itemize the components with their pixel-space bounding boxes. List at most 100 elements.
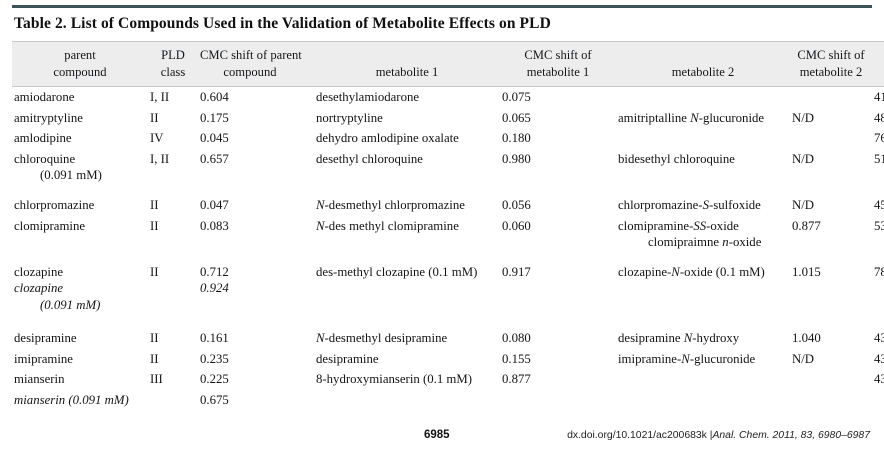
- italic-locant: n: [722, 235, 729, 250]
- table-row: amitryptyline II 0.175 nortryptyline 0.065 am…: [12, 108, 884, 129]
- cell-metabolite-2: [616, 390, 790, 411]
- metabolite-2-name: clomipramine-SS-oxide: [618, 218, 739, 233]
- cell-parent-compound: amiodarone: [12, 87, 148, 108]
- cell-cmc-shift-parent: 0.225: [198, 369, 314, 390]
- cmc-shift-parent-value: 0.225: [200, 372, 229, 387]
- col-header-cmc-shift-metabolite-1-line1: CMC shift of: [524, 48, 592, 62]
- cell-cmc-shift-parent: 0.045: [198, 128, 314, 149]
- cell-metabolite-1: [314, 390, 500, 411]
- italic-locant: SS: [693, 218, 707, 233]
- col-header-cmc-shift-parent-line2: compound: [223, 64, 277, 79]
- cell-cmc-shift-metabolite-1: 0.180: [502, 131, 531, 146]
- col-header-parent-compound-line2: compound: [53, 64, 107, 79]
- cell-cmc-shift-parent: 0.712 0.924: [198, 262, 314, 315]
- cell-refs: 41,42: [874, 90, 884, 105]
- doi-url: dx.doi.org/10.1021/ac200683k |: [567, 430, 713, 441]
- metabolite-2-name: imipramine-N-glucuronide: [618, 351, 756, 366]
- cell-cmc-shift-metabolite-1: 0.155: [502, 351, 531, 366]
- top-rule: [12, 5, 872, 8]
- cell-metabolite-1: desethyl chloroquine: [316, 152, 423, 166]
- parent-compound-name: clomipramine: [14, 218, 86, 233]
- col-header-cmc-shift-parent-line1: CMC shift of parent: [200, 48, 302, 62]
- cell-metabolite-1: des-methyl clozapine (0.1 mM): [316, 264, 478, 279]
- cell-cmc-shift-parent: 0.175: [198, 108, 314, 129]
- cell-cmc-shift-metabolite-2: N/D: [792, 152, 815, 166]
- table-row: clozapine clozapine (0.091 mM) II 0.712 0.924…: [12, 262, 884, 315]
- parent-compound-name: amlodipine: [14, 131, 72, 146]
- col-header-cmc-shift-metabolite-1: CMC shift of metabolite 1: [500, 40, 616, 88]
- cell-cmc-shift-metabolite-1: 0.056: [502, 198, 531, 213]
- cell-metabolite-2: amitriptalline N-glucuronide: [616, 108, 790, 129]
- italic-locant: N: [671, 264, 680, 279]
- compounds-table: parent compound PLD class CMC shift of p…: [12, 40, 884, 411]
- row-spacer-cell: [12, 315, 884, 328]
- cmc-shift-parent-value: 0.712: [200, 264, 229, 279]
- table-row: amiodarone I, II 0.604 desethylamiodarone 0.…: [12, 87, 884, 108]
- col-header-cmc-shift-parent: CMC shift of parent compound: [198, 40, 314, 88]
- parent-compound-name: chlorpromazine: [14, 198, 95, 213]
- cell-pld-class: [148, 390, 198, 411]
- cell-refs: 48‒50: [874, 110, 884, 125]
- table-row: mianserin (0.091 mM) 0.675: [12, 390, 884, 411]
- metabolite-2-name: chlorpromazine-S-sulfoxide: [618, 198, 761, 213]
- cell-cmc-shift-metabolite-2: 1.040: [792, 331, 821, 346]
- cell-cmc-shift-metabolite-1: 0.075: [502, 90, 531, 105]
- italic-locant: S: [702, 198, 709, 213]
- italic-locant: N: [683, 331, 693, 346]
- cell-cmc-shift-parent: 0.675: [198, 390, 314, 411]
- cell-metabolite-1: dehydro amlodipine oxalate: [316, 131, 459, 146]
- cell-cmc-shift-metabolite-1: 0.060: [502, 218, 531, 233]
- cell-cmc-shift-metabolite-1: 0.980: [502, 152, 531, 166]
- metabolite-2-subname: clomipraimne n-oxide: [648, 235, 762, 250]
- cell-metabolite-2: [616, 369, 790, 390]
- row-spacer: [12, 186, 884, 195]
- table-title: Table 2. List of Compounds Used in the V…: [14, 15, 551, 32]
- cmc-shift-parent-value: 0.657: [200, 152, 229, 166]
- cell-parent-compound: chlorpromazine: [12, 195, 148, 216]
- table-body: amiodarone I, II 0.604 desethylamiodarone 0.…: [12, 87, 884, 411]
- col-header-pld-class: PLD class: [148, 40, 198, 88]
- parent-compound-name: imipramine: [14, 351, 73, 366]
- cmc-shift-parent-value: 0.675: [200, 393, 229, 407]
- cell-refs: 45‒47: [874, 198, 884, 213]
- col-header-refs: refs: [872, 40, 884, 88]
- cell-parent-compound: imipramine: [12, 349, 148, 370]
- cell-cmc-shift-metabolite-2: 0.877: [792, 218, 821, 233]
- page-footer: 6985 dx.doi.org/10.1021/ac200683k |Anal.…: [0, 429, 884, 447]
- col-header-cmc-shift-metabolite-1-line2: metabolite 1: [526, 64, 590, 79]
- cell-cmc-shift-parent: 0.047: [198, 195, 314, 216]
- italic-locant: N: [690, 110, 699, 125]
- cell-refs: [872, 390, 884, 411]
- parent-compound-italic: mianserin (0.091 mM): [14, 393, 129, 407]
- row-spacer-cell: [12, 186, 884, 195]
- cell-cmc-shift-metabolite-2: [790, 369, 872, 390]
- italic-locant: N: [316, 331, 325, 346]
- cell-pld-class: II: [150, 351, 159, 366]
- cell-cmc-shift-parent: 0.083: [198, 216, 314, 253]
- cell-parent-compound: chloroquine (0.091 mM): [12, 149, 148, 186]
- row-spacer-cell: [12, 253, 884, 262]
- cell-cmc-shift-metabolite-2: [790, 390, 872, 411]
- page-number: 6985: [424, 429, 450, 441]
- cell-metabolite-2: [616, 87, 790, 108]
- cell-cmc-shift-metabolite-2: [790, 128, 872, 149]
- cell-refs: 43,44: [874, 372, 884, 387]
- cell-pld-class: II: [150, 218, 159, 233]
- cell-metabolite-1: desethylamiodarone: [316, 90, 420, 105]
- cell-metabolite-1: 8-hydroxymianserin (0.1 mM): [316, 372, 473, 387]
- parent-compound-concentration: (0.091 mM): [40, 168, 102, 183]
- cell-cmc-shift-metabolite-2: N/D: [792, 110, 815, 125]
- cell-cmc-shift-metabolite-1: 0.877: [502, 372, 531, 387]
- cell-metabolite-1: desipramine: [316, 351, 379, 366]
- table-row: clomipramine II 0.083 N-des methyl clomipra…: [12, 216, 884, 253]
- cell-refs: 43,50: [874, 351, 884, 366]
- col-header-metabolite-1-line2: metabolite 1: [375, 64, 439, 79]
- metabolite-2-name: desipramine N-hydroxy: [618, 331, 740, 346]
- cell-metabolite-2: bidesethyl chloroquine: [616, 149, 790, 186]
- cell-refs: 51,52: [874, 152, 884, 166]
- cell-parent-compound: amitryptyline: [12, 108, 148, 129]
- metabolite-2-name: bidesethyl chloroquine: [618, 152, 735, 166]
- cell-pld-class: III: [150, 372, 163, 387]
- table-row: amlodipine IV 0.045 dehydro amlodipine oxal…: [12, 128, 884, 149]
- cell-cmc-shift-parent: 0.604: [198, 87, 314, 108]
